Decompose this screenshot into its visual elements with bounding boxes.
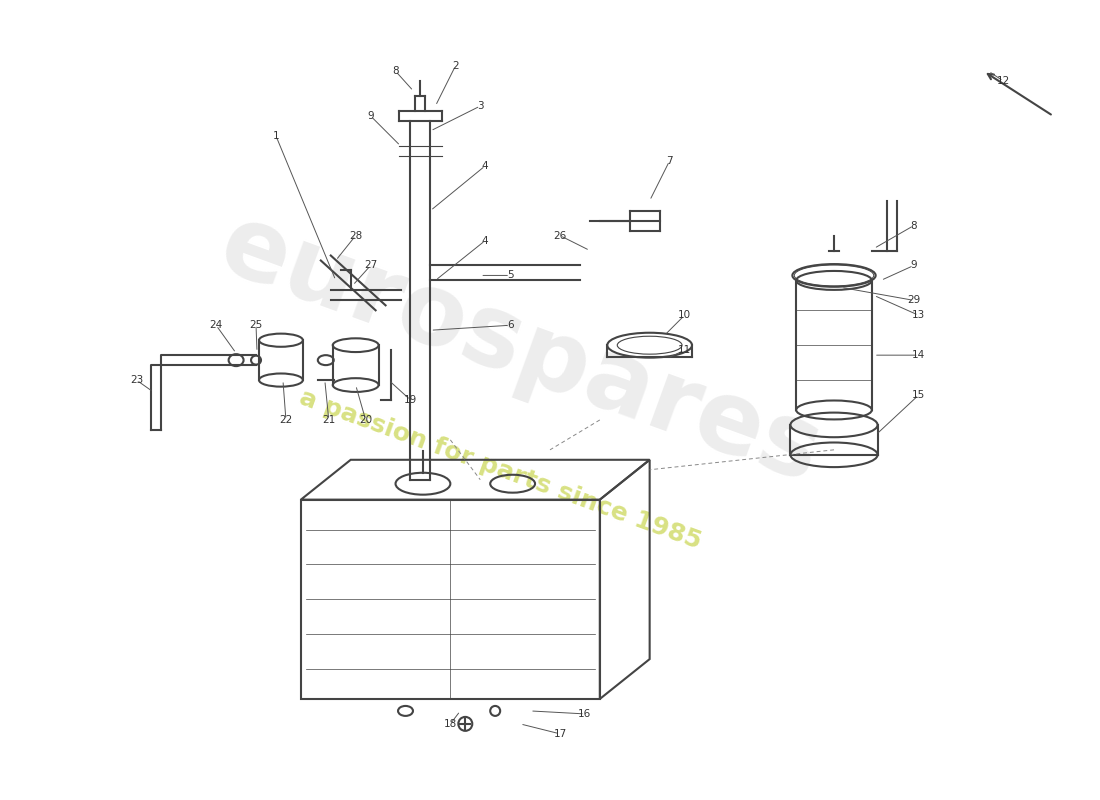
- Text: 22: 22: [279, 415, 293, 425]
- Text: 19: 19: [404, 395, 417, 405]
- Text: eurospares: eurospares: [207, 197, 834, 504]
- Text: 4: 4: [482, 235, 488, 246]
- Text: 21: 21: [322, 415, 335, 425]
- Text: 5: 5: [507, 270, 514, 281]
- Text: 16: 16: [579, 709, 592, 719]
- Text: a passion for parts since 1985: a passion for parts since 1985: [296, 386, 704, 554]
- Text: 6: 6: [507, 320, 514, 330]
- Text: 15: 15: [912, 390, 925, 400]
- Text: 4: 4: [482, 161, 488, 171]
- Text: 1: 1: [273, 131, 279, 141]
- Text: 2: 2: [452, 61, 459, 71]
- Text: 14: 14: [912, 350, 925, 360]
- Text: 8: 8: [393, 66, 399, 76]
- Text: 13: 13: [912, 310, 925, 320]
- Text: 8: 8: [911, 221, 917, 230]
- Text: 10: 10: [678, 310, 691, 320]
- Text: 17: 17: [553, 729, 566, 739]
- Text: 28: 28: [349, 230, 362, 241]
- Text: 24: 24: [209, 320, 223, 330]
- Text: 12: 12: [997, 76, 1010, 86]
- Text: 18: 18: [443, 719, 456, 729]
- Text: 23: 23: [130, 375, 143, 385]
- Text: 25: 25: [250, 320, 263, 330]
- Text: 3: 3: [477, 101, 484, 111]
- Text: 29: 29: [908, 295, 921, 306]
- Text: 20: 20: [359, 415, 372, 425]
- Text: 11: 11: [678, 345, 691, 355]
- Text: 9: 9: [367, 111, 374, 121]
- Text: 7: 7: [667, 156, 673, 166]
- Text: 9: 9: [911, 261, 917, 270]
- Text: 26: 26: [553, 230, 566, 241]
- Text: 27: 27: [364, 261, 377, 270]
